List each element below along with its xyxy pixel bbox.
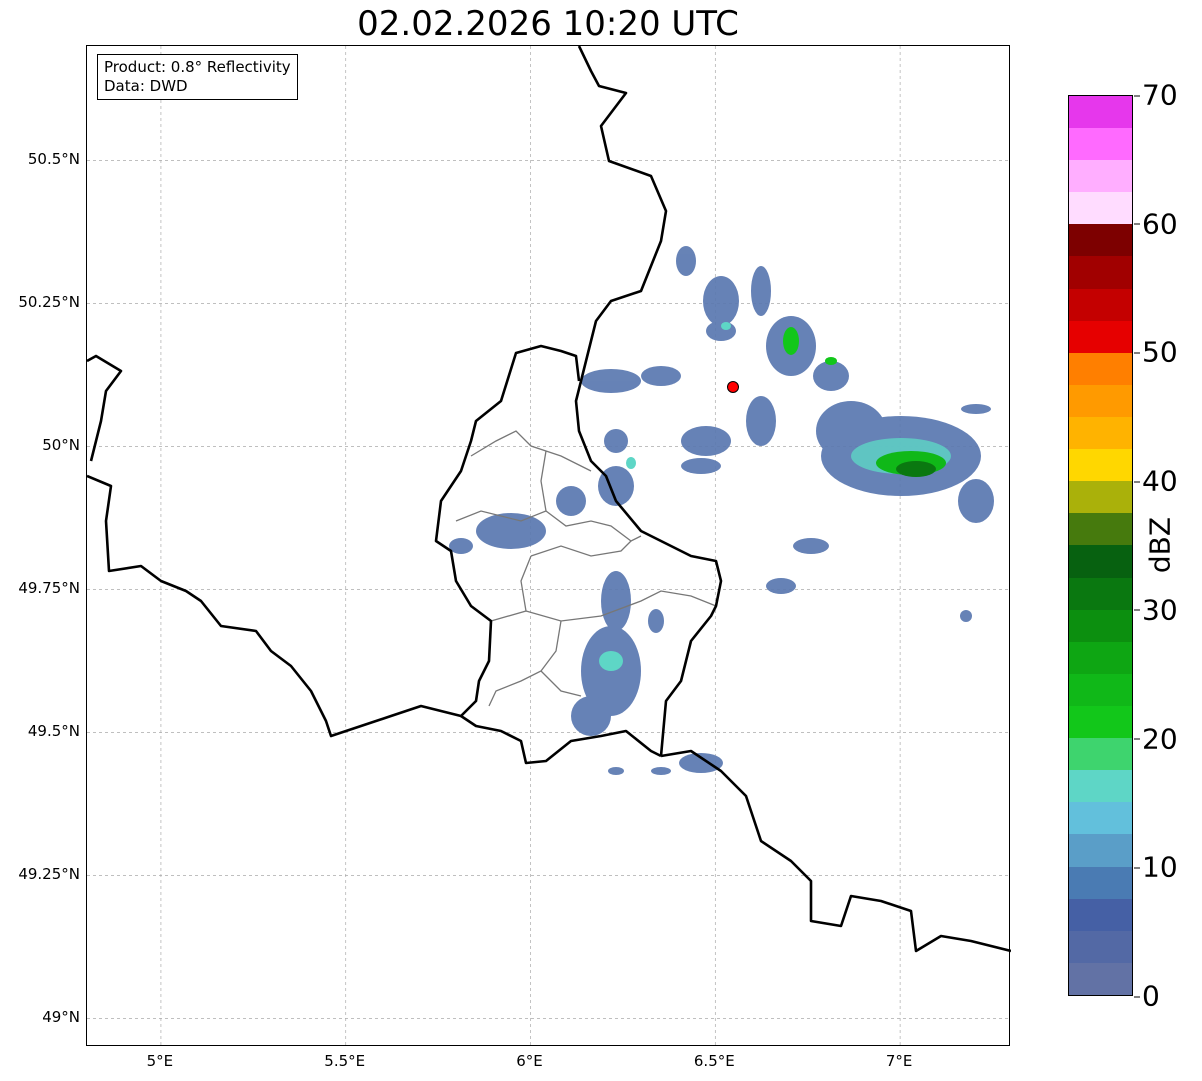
colorbar-bin bbox=[1069, 802, 1132, 835]
colorbar-bin bbox=[1069, 95, 1132, 129]
colorbar-bin bbox=[1069, 128, 1132, 161]
colorbar-bin bbox=[1069, 513, 1132, 546]
x-tick-label: 6.5°E bbox=[693, 1052, 735, 1070]
colorbar-tick-label: 60 bbox=[1124, 207, 1178, 240]
colorbar-bin bbox=[1069, 320, 1132, 353]
colorbar-bin bbox=[1069, 481, 1132, 514]
info-product: Product: 0.8° Reflectivity bbox=[104, 58, 291, 76]
colorbar-bin bbox=[1069, 352, 1132, 385]
x-tick-label: 5°E bbox=[146, 1052, 174, 1070]
chart-title: 02.02.2026 10:20 UTC bbox=[357, 4, 739, 44]
colorbar-tick-label: 10 bbox=[1124, 851, 1178, 884]
colorbar-bin bbox=[1069, 384, 1132, 418]
colorbar-bin bbox=[1069, 898, 1132, 931]
colorbar-label: dBZ bbox=[1143, 516, 1177, 574]
colorbar-bin bbox=[1069, 673, 1132, 707]
colorbar-bin bbox=[1069, 866, 1132, 899]
y-tick-label: 49.75°N bbox=[18, 579, 80, 598]
colorbar-bin bbox=[1069, 962, 1132, 995]
colorbar-bin bbox=[1069, 449, 1132, 482]
colorbar-tick-label: 40 bbox=[1124, 465, 1178, 498]
x-tick-label: 6°E bbox=[516, 1052, 543, 1070]
colorbar-bin bbox=[1069, 192, 1132, 225]
colorbar-tick-label: 30 bbox=[1124, 593, 1178, 626]
colorbar-tick-label: 50 bbox=[1124, 336, 1178, 369]
colorbar-bin bbox=[1069, 834, 1132, 867]
colorbar-bin bbox=[1069, 706, 1132, 739]
x-tick-label: 7°E bbox=[885, 1052, 913, 1070]
colorbar-bin bbox=[1069, 545, 1132, 578]
colorbar-bin bbox=[1069, 160, 1132, 193]
y-tick-label: 50.25°N bbox=[18, 293, 80, 312]
map-svg bbox=[86, 45, 1012, 1047]
colorbar-bin bbox=[1069, 770, 1132, 803]
colorbar-bin bbox=[1069, 224, 1132, 257]
luxembourg-district-borders bbox=[455, 430, 717, 707]
colorbar-bin bbox=[1069, 577, 1132, 610]
colorbar-bin bbox=[1069, 256, 1132, 289]
colorbar-bin bbox=[1069, 288, 1132, 321]
y-tick-label: 50.5°N bbox=[27, 150, 80, 169]
gridlines bbox=[87, 46, 1011, 1047]
colorbar-bin bbox=[1069, 738, 1132, 771]
colorbar-tick-label: 70 bbox=[1124, 79, 1178, 112]
colorbar-bin bbox=[1069, 609, 1132, 642]
y-tick-label: 49.25°N bbox=[18, 865, 80, 884]
country-borders bbox=[86, 45, 1012, 953]
info-data-source: Data: DWD bbox=[104, 77, 188, 95]
colorbar-bin bbox=[1069, 930, 1132, 963]
colorbar-tick-label: 0 bbox=[1124, 980, 1160, 1013]
colorbar-bin bbox=[1069, 417, 1132, 450]
radar-site-marker bbox=[727, 381, 739, 393]
map-plot-area bbox=[86, 45, 1012, 1047]
y-tick-label: 50°N bbox=[42, 436, 80, 455]
y-tick-label: 49°N bbox=[42, 1008, 80, 1027]
colorbar bbox=[1068, 95, 1133, 996]
colorbar-tick-label: 20 bbox=[1124, 722, 1178, 755]
info-box: Product: 0.8° Reflectivity Data: DWD bbox=[97, 54, 298, 100]
colorbar-bin bbox=[1069, 641, 1132, 674]
radar-echoes-strong bbox=[599, 322, 951, 671]
y-tick-label: 49.5°N bbox=[27, 722, 80, 741]
x-tick-label: 5.5°E bbox=[324, 1052, 366, 1070]
